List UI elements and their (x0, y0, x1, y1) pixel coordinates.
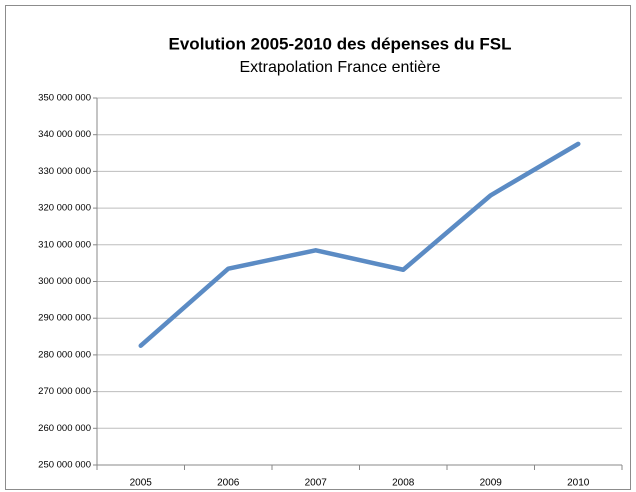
data-line (138, 141, 581, 348)
y-tick-label: 320 000 000 (38, 203, 91, 214)
y-tick-label: 280 000 000 (38, 349, 91, 360)
x-tick-label: 2010 (567, 478, 590, 489)
chart-subtitle: Extrapolation France entière (240, 59, 441, 76)
chart-frame (5, 5, 631, 490)
y-tick-label: 260 000 000 (38, 423, 91, 434)
y-tick-label: 350 000 000 (38, 93, 91, 104)
chart-title: Evolution 2005-2010 des dépenses du FSL (169, 34, 512, 53)
x-tick-label: 2006 (217, 478, 240, 489)
y-tick-label: 340 000 000 (38, 129, 91, 140)
x-tick-label: 2007 (305, 478, 328, 489)
y-tick-label: 330 000 000 (38, 166, 91, 177)
x-tick-label: 2009 (480, 478, 503, 489)
y-tick-label: 250 000 000 (38, 460, 91, 471)
x-tick-label: 2008 (392, 478, 415, 489)
y-tick-label: 290 000 000 (38, 313, 91, 324)
x-tick-label: 2005 (130, 478, 153, 489)
y-tick-label: 270 000 000 (38, 386, 91, 397)
y-tick-label: 300 000 000 (38, 276, 91, 287)
y-tick-label: 310 000 000 (38, 239, 91, 250)
